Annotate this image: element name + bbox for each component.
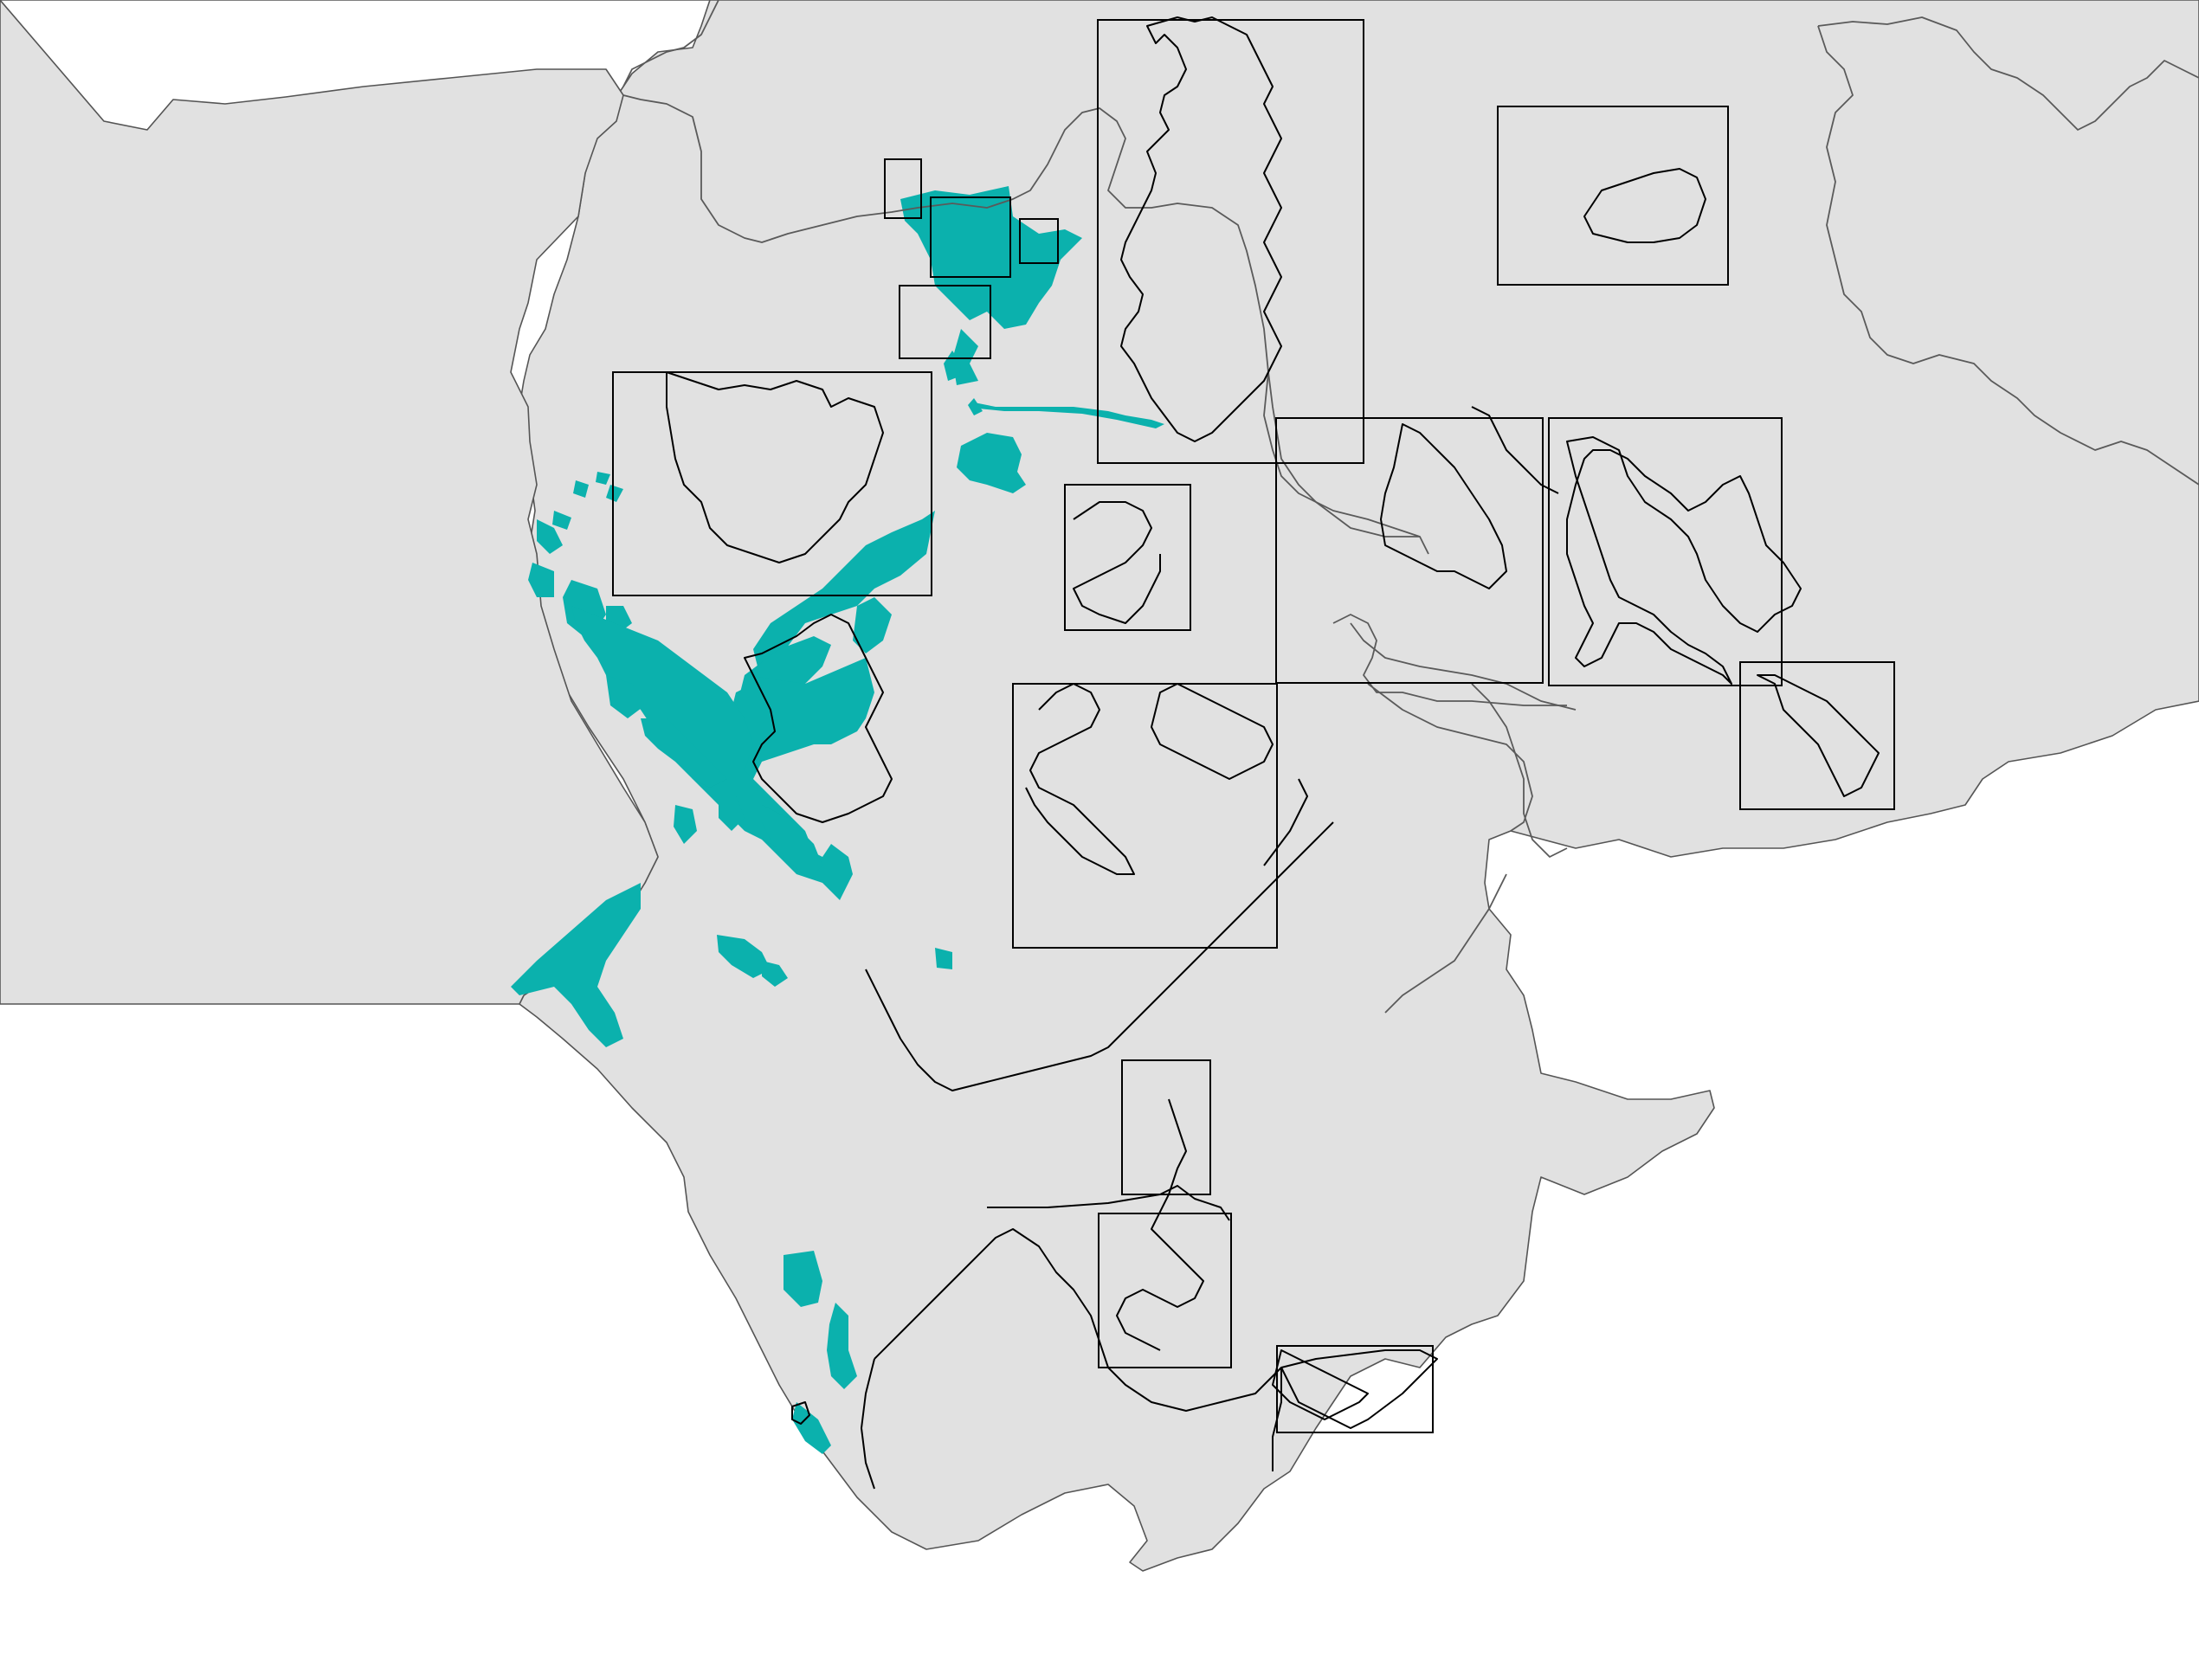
- inset-frame: [1121, 1059, 1211, 1195]
- habitat-patch: [719, 788, 745, 831]
- coastline-outline: [1073, 501, 1161, 624]
- habitat-patch: [552, 511, 571, 530]
- district-boundary: [622, 0, 719, 87]
- habitat-patch: [641, 718, 727, 788]
- island-outline: [1583, 168, 1706, 243]
- inset-frame: [612, 371, 932, 596]
- district-outline: [861, 1358, 875, 1490]
- habitat-patch: [606, 675, 645, 718]
- district-outline: [1263, 778, 1308, 866]
- inset-frame: [1098, 1213, 1232, 1368]
- inset-frame: [899, 285, 991, 359]
- coastline-outline: [666, 371, 884, 563]
- habitat-patch: [537, 519, 563, 554]
- district-boundary: [1384, 873, 1507, 1014]
- district-boundary: [1817, 25, 2199, 486]
- coastline-outline: [1151, 683, 1274, 780]
- habitat-patch: [957, 433, 1026, 493]
- inset-frame: [1739, 661, 1895, 810]
- habitat-patch: [900, 186, 1082, 329]
- district-boundary: [622, 94, 1429, 555]
- habitat-patch: [511, 883, 641, 1047]
- habitat-patch: [762, 961, 788, 987]
- coastline-outline: [1566, 436, 1802, 685]
- habitat-patch: [596, 472, 610, 485]
- habitat-patch: [573, 480, 589, 498]
- coastline-outline: [1757, 674, 1880, 797]
- habitat-patch: [784, 1251, 822, 1307]
- inset-frame: [1012, 683, 1278, 949]
- inset-frame: [884, 158, 922, 219]
- land-layer: [0, 0, 2199, 1572]
- habitat-patch: [968, 398, 983, 415]
- habitat-patch: [528, 563, 554, 597]
- inset-frame: [1275, 417, 1544, 684]
- habitat-patch: [853, 597, 892, 653]
- district-boundary: [1350, 622, 1577, 711]
- habitat-patch: [974, 402, 1164, 428]
- district-boundary: [1267, 371, 1420, 537]
- district-outline: [865, 821, 1334, 1091]
- habitat-patch: [606, 485, 623, 502]
- inset-frame-layer: [612, 19, 1895, 1433]
- inset-frame: [1019, 218, 1059, 264]
- coastline-outline: [1116, 1098, 1204, 1351]
- district-outline: [1471, 406, 1559, 494]
- habitat-patch: [571, 606, 814, 857]
- detail-outline-layer: [666, 16, 1880, 1490]
- habitat-patch: [935, 948, 952, 969]
- coastline-outline: [1025, 683, 1135, 875]
- district-boundary: [1817, 16, 2199, 131]
- coastline-outline: [1380, 423, 1507, 589]
- habitat-patch: [827, 1303, 857, 1389]
- habitat-layer: [511, 186, 1164, 1454]
- river-system-outline: [1120, 16, 1282, 442]
- inset-frame: [1548, 417, 1783, 686]
- inset-frame: [930, 196, 1011, 278]
- district-boundary: [1471, 683, 1568, 858]
- inset-frame: [1064, 484, 1191, 631]
- habitat-patch: [762, 805, 822, 879]
- district-outline: [874, 1228, 1282, 1412]
- small-island-outline: [791, 1401, 810, 1425]
- habitat-patch: [753, 511, 935, 684]
- habitat-patch: [674, 805, 697, 844]
- habitat-patch: [717, 935, 771, 978]
- habitat-patch: [792, 1402, 831, 1454]
- inset-frame: [1097, 19, 1364, 464]
- inset-frame: [1276, 1345, 1434, 1433]
- coastline-outline: [1272, 1349, 1369, 1420]
- northern-landmass: [0, 0, 2199, 1572]
- province-outline: [744, 614, 893, 823]
- district-boundary: [1367, 683, 1533, 832]
- coastline-outline: [1280, 1349, 1438, 1429]
- inset-frame: [1497, 106, 1729, 286]
- coastline-outline: [987, 1185, 1230, 1221]
